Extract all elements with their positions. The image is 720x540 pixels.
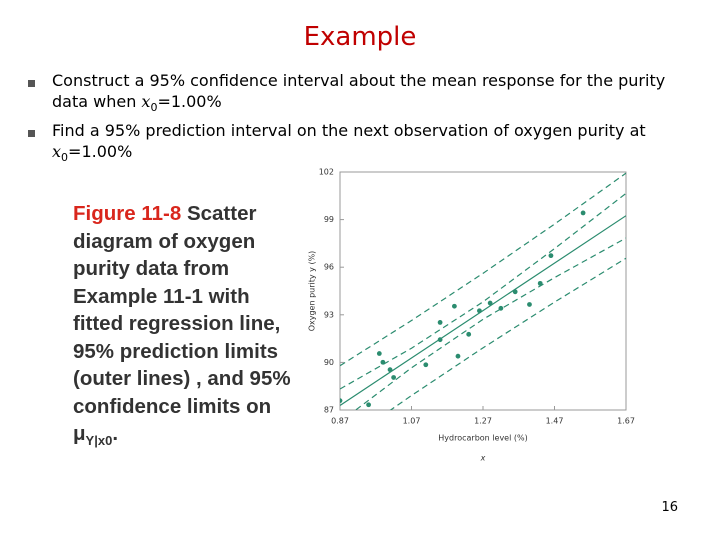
x-tick-label: 1.07 [403,417,421,426]
subscript: 0 [150,101,158,115]
data-point [487,300,493,306]
data-point [512,289,518,295]
mu: μ [73,422,86,445]
y-tick-label: 90 [324,358,334,367]
bullet: Construct a 95% confidence interval abou… [52,70,692,118]
data-point [340,398,343,404]
data-point [423,362,429,368]
bullet-text: Construct a 95% confidence interval abou… [52,71,666,111]
data-point [477,308,482,314]
y-tick-label: 87 [324,406,334,415]
data-point [366,402,371,408]
data-point [437,337,443,343]
data-point [498,305,504,311]
chart: Oxygen purity y (%) Hydrocarbon level (%… [308,168,635,463]
caption-end: . [112,422,119,445]
bullet-text: =1.00% [157,92,222,111]
subscript: 0 [61,151,69,165]
data-point [537,280,543,286]
x-axis-label: Hydrocarbon level (%) [438,434,527,443]
y-tick-label: 102 [319,168,334,177]
plot-area [340,172,626,410]
bullet: Find a 95% prediction interval on the ne… [52,120,692,168]
slide-title: Example [303,22,417,52]
x-tick-label: 1.67 [617,417,635,426]
variable: x [141,92,151,111]
data-point [452,303,457,309]
caption-text: Scatter diagram of oxygen purity data fr… [73,202,291,418]
figure-label: Figure 11-8 [73,202,182,225]
limit-line [389,257,626,410]
x-variable: x [480,454,486,463]
data-point [380,359,386,365]
data-point [527,302,532,307]
limit-line [340,192,626,390]
figure-caption: Figure 11-8 Scatter diagram of oxygen pu… [73,200,305,455]
y-tick-label: 93 [324,310,334,319]
y-tick-label: 96 [324,263,334,272]
mu-subscript: Y|x0 [85,433,113,449]
regression-line [340,215,626,406]
limit-line [340,172,626,367]
x-tick-label: 0.87 [331,417,349,426]
bullet-marker [28,80,35,87]
data-point [580,210,586,216]
data-point [376,351,382,356]
variable: x [52,142,62,161]
y-axis-label: Oxygen purity y (%) [308,251,317,332]
y-tick-label: 99 [324,215,334,224]
page-number: 16 [661,500,678,515]
data-point [466,331,472,337]
bullet-text: =1.00% [68,142,133,161]
bullet-text: Find a 95% prediction interval on the ne… [52,121,646,140]
data-point [391,375,397,380]
data-point [548,253,554,259]
data-point [437,320,443,325]
data-point [387,367,393,373]
limit-line [354,237,626,410]
data-point [455,353,461,359]
x-tick-label: 1.27 [474,417,492,426]
bullet-marker [28,130,35,137]
x-tick-label: 1.47 [546,417,564,426]
plot-frame [339,171,627,411]
